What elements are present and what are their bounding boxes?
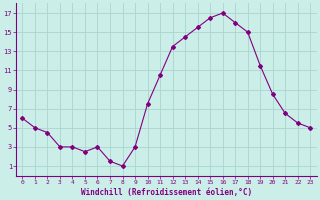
X-axis label: Windchill (Refroidissement éolien,°C): Windchill (Refroidissement éolien,°C) xyxy=(81,188,252,197)
